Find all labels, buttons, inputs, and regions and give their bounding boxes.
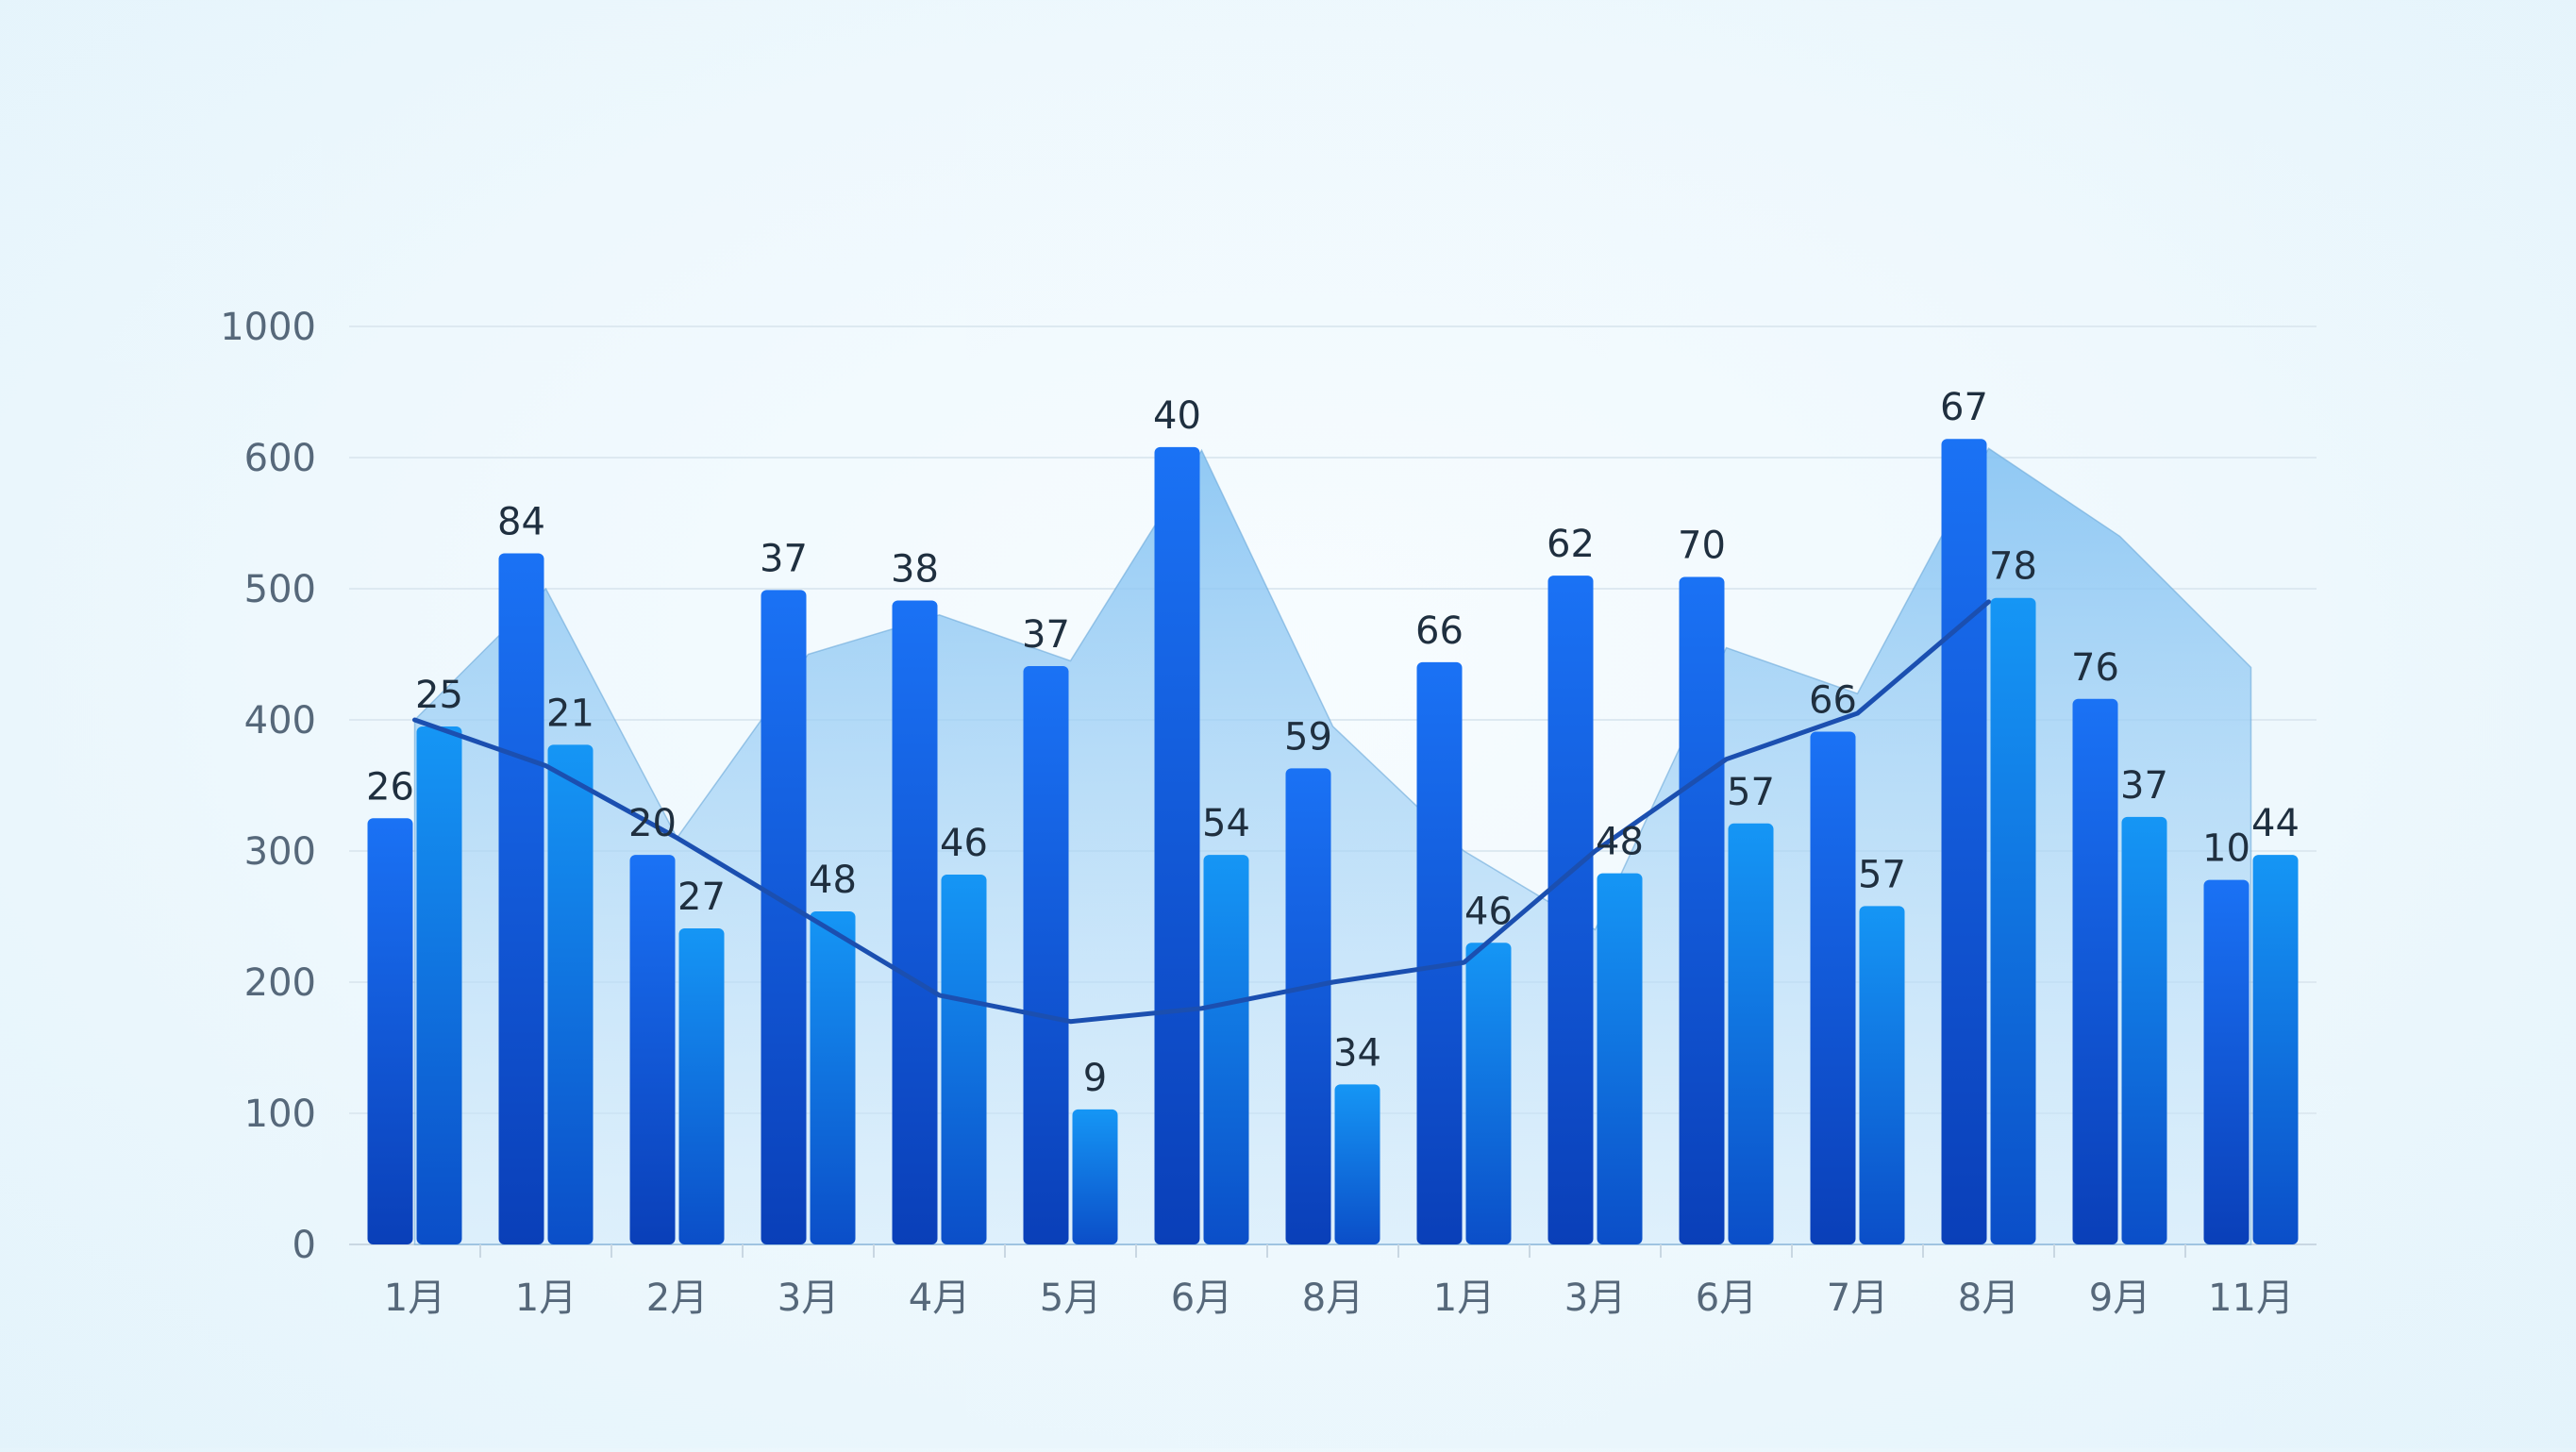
data-label: 78 bbox=[1989, 545, 2037, 589]
data-label: 37 bbox=[760, 537, 808, 580]
y-tick-label: 100 bbox=[244, 1093, 316, 1136]
data-label: 37 bbox=[2120, 764, 2168, 808]
data-label: 21 bbox=[546, 692, 594, 735]
x-tick-label: 3月 bbox=[1564, 1277, 1626, 1320]
data-label: 34 bbox=[1333, 1031, 1381, 1075]
x-tick-label: 8月 bbox=[1302, 1277, 1363, 1320]
data-label: 54 bbox=[1202, 802, 1250, 845]
bar bbox=[810, 910, 856, 1244]
x-tick-label: 8月 bbox=[1958, 1277, 2019, 1320]
x-tick-label: 6月 bbox=[1171, 1277, 1232, 1320]
y-tick-label: 0 bbox=[293, 1224, 316, 1267]
data-label: 38 bbox=[891, 548, 939, 592]
bar bbox=[1810, 731, 1856, 1244]
data-label: 66 bbox=[1415, 609, 1464, 653]
data-label: 20 bbox=[628, 802, 677, 845]
bar bbox=[2072, 698, 2118, 1244]
bar bbox=[892, 600, 938, 1244]
x-tick-label: 1月 bbox=[1433, 1277, 1495, 1320]
data-label: 46 bbox=[1464, 890, 1513, 933]
line-series bbox=[412, 599, 1991, 1025]
data-label: 62 bbox=[1547, 523, 1595, 566]
data-label: 40 bbox=[1153, 394, 1201, 438]
data-label: 37 bbox=[1022, 613, 1070, 657]
x-tick-label: 3月 bbox=[778, 1277, 839, 1320]
bar bbox=[2121, 816, 2167, 1244]
data-label: 48 bbox=[1596, 821, 1644, 864]
bar bbox=[1990, 597, 2036, 1244]
data-labels: 26 84 20 37 38 37 40 59 66 62 70 66 67 76 10 25 21 27 48 46… bbox=[366, 386, 2300, 1100]
x-tick-label: 11月 bbox=[2208, 1277, 2294, 1320]
data-label: 25 bbox=[415, 674, 463, 717]
x-tick-label: 1月 bbox=[515, 1277, 577, 1320]
data-label: 59 bbox=[1284, 715, 1332, 759]
data-label: 26 bbox=[366, 765, 414, 809]
data-label: 10 bbox=[2202, 827, 2250, 871]
bar bbox=[1334, 1084, 1380, 1244]
bar bbox=[1859, 906, 1905, 1244]
data-label: 57 bbox=[1858, 853, 1906, 896]
y-tick-label: 1000 bbox=[220, 306, 316, 349]
bar bbox=[2203, 879, 2250, 1244]
bar bbox=[1728, 823, 1774, 1244]
bar-series bbox=[367, 439, 2299, 1244]
bar bbox=[416, 726, 462, 1244]
bar bbox=[941, 875, 987, 1244]
bar bbox=[547, 744, 594, 1244]
trend-line bbox=[412, 599, 1991, 1025]
x-tick-label: 1月 bbox=[384, 1277, 445, 1320]
y-tick-label: 200 bbox=[244, 961, 316, 1005]
bar bbox=[678, 928, 725, 1244]
data-label: 48 bbox=[809, 859, 857, 902]
y-tick-label: 400 bbox=[244, 699, 316, 743]
bar bbox=[629, 855, 676, 1244]
bar bbox=[1941, 439, 1987, 1244]
data-label: 67 bbox=[1940, 386, 1988, 429]
y-tick-label: 600 bbox=[244, 437, 316, 480]
data-label: 44 bbox=[2251, 802, 2300, 845]
x-tick-label: 2月 bbox=[646, 1277, 708, 1320]
area-shape bbox=[413, 447, 2252, 1245]
y-tick-label: 300 bbox=[244, 830, 316, 874]
data-label: 70 bbox=[1678, 524, 1726, 567]
bar bbox=[1072, 1109, 1118, 1244]
bar bbox=[1203, 855, 1249, 1244]
bar bbox=[761, 590, 807, 1244]
bar bbox=[498, 553, 544, 1244]
bar bbox=[1679, 576, 1725, 1244]
x-tick-label: 6月 bbox=[1696, 1277, 1757, 1320]
bar bbox=[1154, 446, 1200, 1244]
area-series bbox=[413, 447, 2252, 1245]
x-tick-label: 7月 bbox=[1827, 1277, 1888, 1320]
data-label: 76 bbox=[2071, 646, 2119, 690]
data-label: 9 bbox=[1083, 1057, 1107, 1100]
bar bbox=[367, 818, 413, 1244]
x-tick-label: 5月 bbox=[1040, 1277, 1101, 1320]
bar bbox=[1597, 873, 1643, 1244]
bar bbox=[1465, 943, 1512, 1244]
x-tick-label: 9月 bbox=[2089, 1277, 2150, 1320]
bar bbox=[2252, 855, 2299, 1244]
axes: 0 100 200 300 400 500 600 1000 1月 1月 2月 3月 4月 5月 6月 8月 1… bbox=[220, 306, 2294, 1320]
bar bbox=[1285, 768, 1331, 1244]
bar bbox=[1023, 666, 1069, 1244]
data-label: 66 bbox=[1809, 679, 1857, 723]
bar bbox=[1547, 576, 1594, 1244]
data-label: 46 bbox=[940, 822, 988, 865]
data-label: 27 bbox=[677, 876, 726, 919]
bar bbox=[1416, 661, 1463, 1244]
y-tick-label: 500 bbox=[244, 568, 316, 611]
x-tick-label: 4月 bbox=[909, 1277, 970, 1320]
data-label: 84 bbox=[497, 500, 545, 543]
data-label: 57 bbox=[1727, 771, 1775, 814]
